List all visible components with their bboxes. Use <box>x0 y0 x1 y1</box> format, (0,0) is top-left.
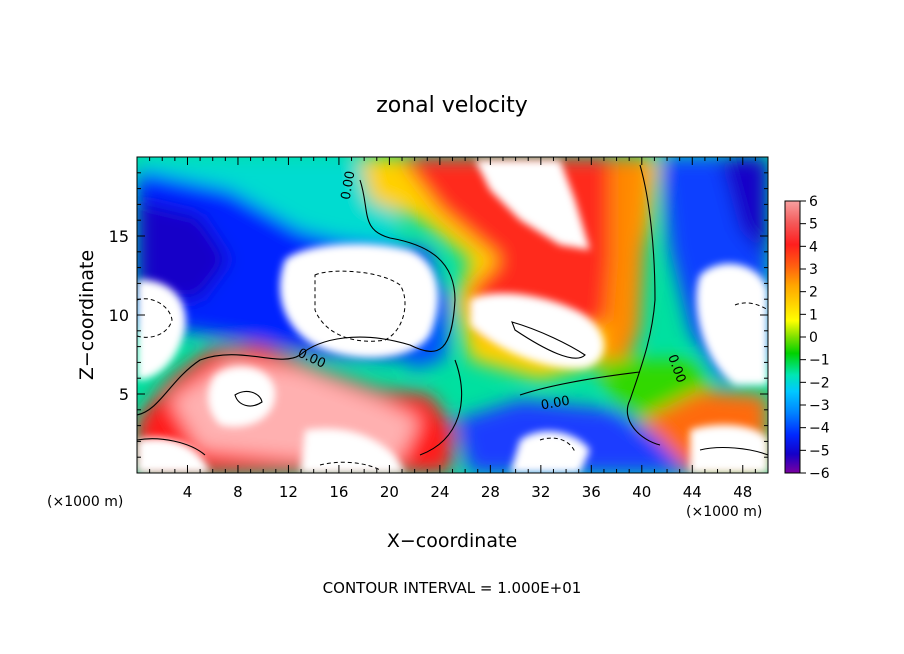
x-tick-label: 40 <box>632 483 651 501</box>
colorbar-tick-label: −4 <box>809 421 830 437</box>
colorbar-tick-label: 1 <box>809 307 818 323</box>
colorbar-tick-label: 3 <box>809 262 818 278</box>
colorbar-tick-label: −1 <box>809 353 830 369</box>
x-tick-label: 24 <box>430 483 449 501</box>
contour-label: 0.00 <box>540 394 571 414</box>
contour-label: 0.00 <box>339 170 359 201</box>
x-axis-label: X−coordinate <box>387 530 517 552</box>
x-unit-left: (×1000 m) <box>47 494 123 510</box>
y-axis-ticks: 5 10 15 <box>109 172 768 458</box>
y-tick-label: 15 <box>109 227 129 246</box>
x-tick-label: 36 <box>582 483 601 501</box>
x-tick-label: 28 <box>481 483 500 501</box>
x-axis-ticks: 4 8 12 16 20 24 28 32 36 40 44 48 <box>149 157 756 501</box>
x-tick-label: 16 <box>329 483 348 501</box>
y-tick-label: 10 <box>109 306 129 325</box>
colorbar-tick-label: 6 <box>809 194 818 210</box>
x-tick-label: 8 <box>233 483 243 501</box>
colorbar: 6 5 4 3 2 1 0 −1 −2 −3 −4 −5 −6 <box>784 194 830 482</box>
x-tick-label: 20 <box>380 483 399 501</box>
colorbar-gradient <box>784 200 801 474</box>
colorbar-tick-label: −3 <box>809 398 830 414</box>
contour-interval-note: CONTOUR INTERVAL = 1.000E+01 <box>323 579 582 597</box>
x-tick-label: 32 <box>531 483 550 501</box>
heatmap-field <box>137 157 768 473</box>
x-tick-label: 48 <box>733 483 752 501</box>
y-axis-label: Z−coordinate <box>76 250 98 380</box>
colorbar-tick-label: 2 <box>809 285 818 301</box>
x-tick-label: 4 <box>183 483 193 501</box>
colorbar-ticks: 6 5 4 3 2 1 0 −1 −2 −3 −4 −5 −6 <box>800 194 830 482</box>
colorbar-tick-label: 0 <box>809 330 818 346</box>
colorbar-tick-label: −6 <box>809 466 830 482</box>
x-tick-label: 12 <box>279 483 298 501</box>
colorbar-tick-label: −5 <box>809 443 830 459</box>
x-unit-right: (×1000 m) <box>686 504 762 520</box>
y-tick-label: 5 <box>119 385 129 404</box>
colorbar-tick-label: 5 <box>809 217 818 233</box>
chart-title: zonal velocity <box>376 93 528 118</box>
x-tick-label: 44 <box>683 483 702 501</box>
colorbar-tick-label: −2 <box>809 375 830 391</box>
colorbar-tick-label: 4 <box>809 239 818 255</box>
